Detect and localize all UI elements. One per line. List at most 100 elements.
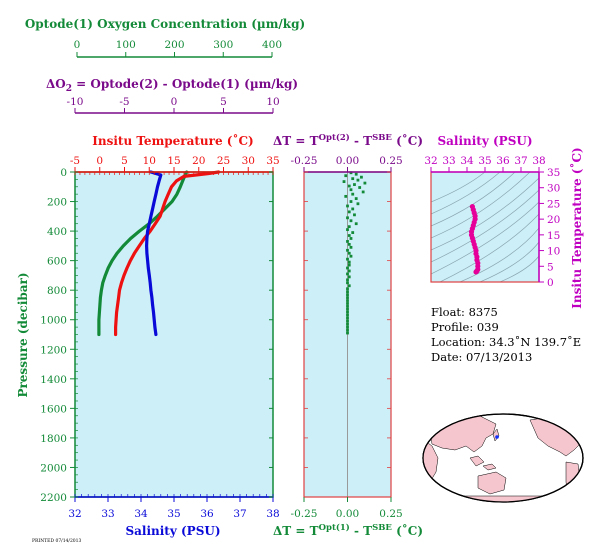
oxygen-tick-label: 400 bbox=[262, 39, 282, 51]
dt-point bbox=[346, 316, 349, 320]
dt-point bbox=[354, 172, 358, 176]
float-location-marker bbox=[495, 435, 499, 439]
ts-temperature-axis-label: Insitu Temperature (˚C) bbox=[569, 147, 584, 308]
dt-point bbox=[347, 234, 351, 237]
dt-point bbox=[347, 225, 351, 229]
dt-point bbox=[346, 228, 349, 232]
temperature-tick-label: 0 bbox=[96, 155, 103, 167]
pressure-tick-label: 1200 bbox=[40, 344, 67, 356]
dt-point bbox=[346, 290, 349, 294]
dt-point bbox=[342, 180, 346, 184]
salinity-axis-ticks: 32 33 34 35 36 37 38 bbox=[68, 494, 280, 520]
delta-o2-tick-label: 5 bbox=[220, 96, 227, 108]
salinity-tick-label: 37 bbox=[233, 508, 246, 520]
pressure-tick-label: 800 bbox=[47, 285, 67, 297]
dt-point bbox=[349, 237, 353, 240]
dt-point bbox=[346, 328, 349, 332]
dt-point bbox=[346, 331, 349, 335]
temperature-tick-label: 35 bbox=[266, 155, 279, 167]
delta-o2-tick-label: -5 bbox=[119, 96, 129, 108]
ts-salinity-tick-label: 36 bbox=[496, 155, 510, 167]
dt-point bbox=[347, 269, 351, 273]
temperature-tick-label: 10 bbox=[143, 155, 156, 167]
ts-temperature-ticks: 0 5 10 15 20 25 30 35 bbox=[539, 167, 560, 289]
temperature-tick-label: 20 bbox=[192, 155, 205, 167]
dt-top-tick-label: -0.25 bbox=[291, 155, 318, 167]
dt-point bbox=[346, 305, 349, 308]
ts-salinity-axis-label: Salinity (PSU) bbox=[437, 134, 532, 148]
oxygen-tick-label: 0 bbox=[74, 39, 81, 51]
dt-bottom-tick-label: 0.25 bbox=[379, 508, 402, 520]
dt-point bbox=[346, 266, 349, 270]
ts-temperature-tick-label: 25 bbox=[547, 198, 560, 210]
dt-point bbox=[351, 207, 355, 211]
dt-point bbox=[346, 293, 349, 297]
dt-point bbox=[346, 240, 349, 243]
world-map bbox=[422, 413, 584, 503]
oxygen-profile-line bbox=[97, 170, 189, 337]
pressure-tick-label: 2000 bbox=[40, 462, 67, 474]
delta-o2-tick-label: 10 bbox=[266, 96, 279, 108]
dt-point bbox=[347, 210, 351, 214]
temperature-tick-label: 15 bbox=[167, 155, 180, 167]
delta-o2-axis-ticks: -10 -5 0 5 10 bbox=[67, 96, 280, 113]
dt-point bbox=[346, 322, 349, 326]
pressure-tick-label: 0 bbox=[60, 167, 67, 179]
pressure-tick-label: 1600 bbox=[40, 403, 67, 415]
footer-stamp: PRINTED 07/14/2013 bbox=[32, 538, 82, 544]
temperature-tick-label: -5 bbox=[70, 155, 80, 167]
dt-point bbox=[349, 200, 353, 203]
dt-bottom-tick-label: -0.25 bbox=[291, 508, 318, 520]
delta-o2-axis-label: ΔO2 = Optode(2) - Optode(1) (µm/kg) bbox=[46, 77, 298, 94]
dt-point bbox=[346, 204, 349, 208]
salinity-tick-label: 38 bbox=[266, 508, 279, 520]
float-info: Float: 8375 Profile: 039 Location: 34.3˚… bbox=[431, 305, 581, 364]
temperature-axis-label: Insitu Temperature (˚C) bbox=[92, 133, 253, 148]
dt-point bbox=[363, 181, 367, 185]
dt-point bbox=[349, 245, 353, 249]
dt-point bbox=[353, 213, 356, 217]
dt-point bbox=[356, 202, 360, 206]
dt-point bbox=[346, 313, 349, 317]
dt-top-tick-label: 0.25 bbox=[379, 155, 402, 167]
dt-point bbox=[346, 248, 349, 252]
dt-point bbox=[351, 231, 355, 234]
location: Location: 34.3˚N 139.7˚E bbox=[431, 335, 581, 349]
dt-point bbox=[346, 299, 349, 302]
dt-point bbox=[360, 175, 363, 179]
dt-point bbox=[349, 188, 353, 192]
pressure-tick-label: 1400 bbox=[40, 374, 67, 386]
dt-point bbox=[351, 177, 355, 181]
delta-o2-tick-label: -10 bbox=[67, 96, 84, 108]
ts-scatter-points bbox=[468, 203, 481, 275]
dt-scatter-points bbox=[342, 171, 367, 335]
salinity-axis-label: Salinity (PSU) bbox=[125, 524, 220, 538]
dt-point bbox=[346, 281, 349, 285]
dt-bottom-tick-label: 0.00 bbox=[336, 508, 359, 520]
oxygen-axis-ticks: 0 100 200 300 400 bbox=[74, 39, 282, 57]
dt-point bbox=[346, 216, 349, 220]
pressure-tick-label: 200 bbox=[47, 197, 67, 209]
oxygen-tick-label: 200 bbox=[164, 39, 184, 51]
oxygen-axis-label: Optode(1) Oxygen Concentration (µm/kg) bbox=[25, 17, 305, 31]
ts-temperature-tick-label: 5 bbox=[547, 261, 554, 273]
dt-point bbox=[361, 190, 365, 194]
ts-temperature-tick-label: 15 bbox=[547, 230, 560, 242]
salinity-tick-label: 35 bbox=[167, 508, 180, 520]
dt-point bbox=[347, 184, 351, 188]
dt-point bbox=[354, 197, 358, 200]
dt-opt1-axis-label: ΔT = TOpt(1) - TSBE (˚C) bbox=[273, 522, 423, 538]
dt-point bbox=[346, 325, 349, 329]
pressure-axis-label: Pressure (decibar) bbox=[16, 272, 30, 397]
oxygen-tick-label: 100 bbox=[116, 39, 136, 51]
pressure-tick-label: 400 bbox=[47, 226, 67, 238]
ts-salinity-tick-label: 33 bbox=[442, 155, 455, 167]
dt-point bbox=[346, 319, 349, 323]
dt-point bbox=[347, 260, 351, 264]
dt-opt2-axis-label: ΔT = TOpt(2) - TSBE (˚C) bbox=[273, 132, 423, 148]
ts-temperature-tick-label: 35 bbox=[547, 167, 560, 179]
ts-salinity-tick-label: 38 bbox=[532, 155, 545, 167]
ts-temperature-tick-label: 20 bbox=[547, 214, 560, 226]
ts-point bbox=[473, 269, 479, 275]
